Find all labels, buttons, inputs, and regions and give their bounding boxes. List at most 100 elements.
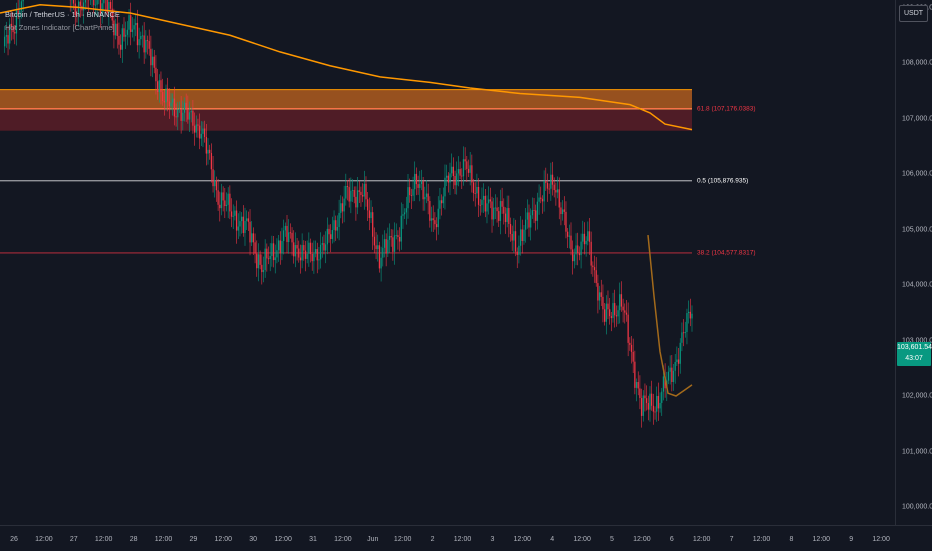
candle-body <box>365 184 366 200</box>
candle-body <box>328 229 329 234</box>
candle-body <box>656 396 657 412</box>
candle-body <box>281 241 282 253</box>
time-tick-label: Jun <box>367 536 378 543</box>
candle-body <box>515 231 516 251</box>
candle-body <box>268 258 269 259</box>
candle-body <box>169 101 170 106</box>
candle-body <box>364 184 365 197</box>
candle-body <box>580 242 581 256</box>
candle-body <box>355 197 356 207</box>
candle-body <box>201 134 202 139</box>
candle-body <box>133 25 134 29</box>
candle-body <box>428 194 429 201</box>
candle-body <box>375 245 376 249</box>
time-tick-label: 31 <box>309 536 317 543</box>
candle-body <box>217 190 218 205</box>
price-tick-label: 108,000.00 <box>902 60 932 67</box>
candle-body <box>335 220 336 230</box>
candle-body <box>261 265 262 272</box>
time-tick-label: 12:00 <box>155 536 173 543</box>
candle-body <box>199 126 200 139</box>
candle-body <box>676 360 677 362</box>
candle-body <box>367 199 368 210</box>
candle-body <box>449 173 450 182</box>
candle-body <box>189 112 190 119</box>
candle-body <box>165 88 166 102</box>
candle-body <box>317 249 318 260</box>
candle-body <box>228 194 229 205</box>
time-tick-label: 12:00 <box>454 536 472 543</box>
price-tick-label: 101,000.00 <box>902 448 932 455</box>
candle-body <box>675 362 676 371</box>
candle-body <box>233 216 234 217</box>
candle-body <box>236 211 237 231</box>
candle-body <box>164 101 165 102</box>
candle-body <box>159 80 160 92</box>
candle-body <box>271 243 272 256</box>
currency-button[interactable]: USDT <box>899 5 928 22</box>
candle-body <box>93 0 94 5</box>
candle-body <box>295 245 296 256</box>
chart-area[interactable]: Bitcoin / TetherUS · 1h · BINANCE Hot Zo… <box>0 0 895 525</box>
candle-body <box>661 392 662 403</box>
candle-body <box>453 167 454 176</box>
candle-body <box>256 254 257 269</box>
candle-body <box>318 259 319 260</box>
candle-body <box>155 68 156 82</box>
candle-body <box>651 394 652 406</box>
price-axis[interactable]: 111,000.00110,000.00109,000.00108,000.00… <box>895 0 932 525</box>
candle-body <box>691 314 692 319</box>
candle-body <box>298 248 299 257</box>
candle-body <box>80 2 81 6</box>
candle-body <box>231 211 232 216</box>
candle-body <box>379 245 380 268</box>
candle-body <box>283 230 284 241</box>
candle-body <box>574 254 575 261</box>
candle-body <box>501 201 502 207</box>
indicator-legend[interactable]: Hot Zones Indicator [ChartPrime] <box>5 23 115 32</box>
candle-body <box>565 212 566 232</box>
candle-body <box>216 181 217 191</box>
candle-body <box>658 396 659 408</box>
candle-body <box>204 129 205 137</box>
candle-body <box>182 113 183 121</box>
price-chart[interactable] <box>0 0 895 525</box>
candle-body <box>525 220 526 230</box>
candle-body <box>508 208 509 224</box>
candle-body <box>587 231 588 241</box>
candle-body <box>224 200 225 206</box>
last-price-value: 103,601.54 <box>897 342 931 353</box>
time-tick-label: 2 <box>431 536 435 543</box>
candle-body <box>552 175 553 185</box>
candle-body <box>280 240 281 253</box>
candle-body <box>384 239 385 248</box>
candle-body <box>631 345 632 352</box>
candle-body <box>340 203 341 213</box>
time-tick-label: 28 <box>130 536 138 543</box>
candle-body <box>491 201 492 219</box>
candle-body <box>582 234 583 242</box>
candle-body <box>174 99 175 117</box>
candle-body <box>543 181 544 201</box>
candle-body <box>466 161 467 169</box>
candle-body <box>542 199 543 202</box>
candle-body <box>219 205 220 208</box>
candle-body <box>464 159 465 161</box>
candle-body <box>579 253 580 255</box>
candle-body <box>633 352 634 362</box>
candle-body <box>557 189 558 192</box>
candle-body <box>177 110 178 118</box>
candle-body <box>429 201 430 221</box>
candle-body <box>167 88 168 101</box>
candle-body <box>503 207 504 214</box>
candle-body <box>448 176 449 183</box>
candle-body <box>354 190 355 197</box>
candle-body <box>135 23 136 25</box>
candle-body <box>624 310 625 312</box>
candle-body <box>688 312 689 313</box>
hot-zone-lower <box>0 109 692 131</box>
candle-body <box>396 235 397 236</box>
candle-body <box>389 236 390 240</box>
symbol-legend[interactable]: Bitcoin / TetherUS · 1h · BINANCE <box>5 10 120 19</box>
